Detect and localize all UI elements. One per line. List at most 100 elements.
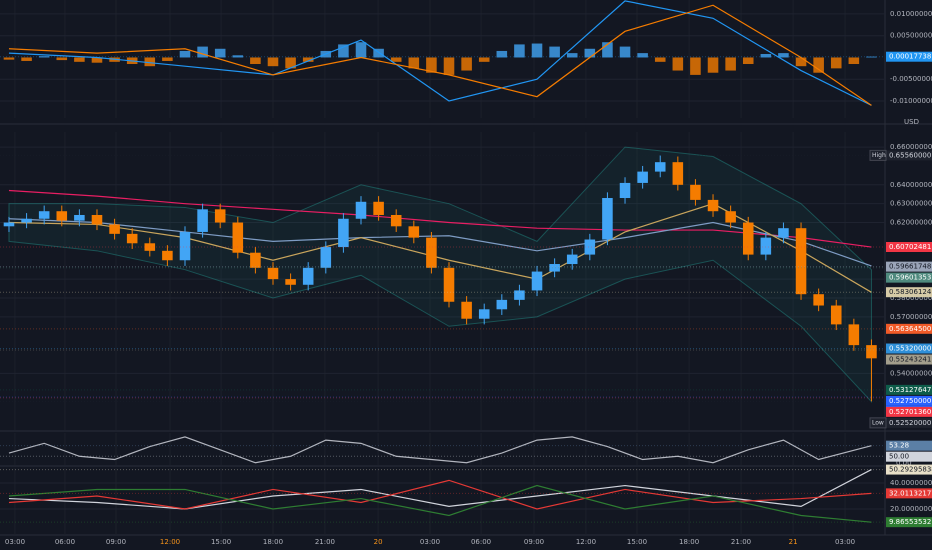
x-tick-label: 09:00 [106, 538, 126, 546]
histogram-bar [250, 57, 261, 65]
level-label: 0.00017738 [889, 53, 931, 61]
candle-body [813, 294, 824, 306]
histogram-bar [531, 43, 543, 58]
level-label: 0.52520000 [889, 419, 931, 427]
indicator-line [8, 4, 872, 106]
candle-body [214, 209, 226, 223]
level-label: 0.59601353 [889, 274, 931, 282]
y-tick-label: 0.00500000 [890, 32, 932, 40]
candle-body [162, 250, 173, 261]
candle-body [179, 231, 191, 261]
histogram-bar [285, 57, 296, 69]
candle-body [531, 271, 543, 291]
candle-body [549, 264, 560, 272]
indicator-line [8, 0, 872, 106]
level-label: 53.28 [889, 442, 909, 450]
y-tick-label: -0.00500000 [890, 75, 932, 83]
candle-body [742, 222, 754, 255]
histogram-bar [602, 42, 613, 58]
histogram-bar [443, 57, 455, 75]
histogram-bar [426, 57, 437, 73]
level-box [886, 51, 932, 62]
candle-body [795, 228, 807, 295]
level-box [886, 395, 932, 406]
level-box [886, 440, 932, 451]
histogram-bar [496, 50, 508, 58]
x-tick-label: 21 [789, 538, 798, 546]
histogram-bar [162, 57, 173, 61]
histogram-bar [848, 57, 860, 65]
candle-body [654, 162, 666, 172]
candle-body [21, 218, 32, 223]
histogram-bar [690, 57, 701, 75]
histogram-bar [778, 53, 789, 58]
histogram-bar [91, 57, 103, 63]
histogram-bar [514, 44, 525, 58]
candle-body [320, 247, 332, 268]
candle-body [478, 309, 490, 319]
candle-body [109, 224, 120, 234]
level-tag: High [872, 152, 886, 159]
x-tick-label: 06:00 [55, 538, 75, 546]
histogram-bar [338, 44, 349, 58]
histogram-bar [302, 57, 314, 62]
level-tag: Low [872, 419, 884, 426]
histogram-bar [584, 48, 596, 58]
candle-body [373, 201, 384, 215]
histogram-bar [566, 53, 578, 58]
candle-body [514, 290, 525, 300]
level-label: 32.01132177 [889, 489, 932, 497]
x-tick-label: 21:00 [315, 538, 335, 546]
candle-body [232, 222, 244, 253]
candle-body [3, 222, 15, 227]
candle-body [91, 214, 103, 225]
histogram-bar [654, 57, 666, 62]
histogram-bar [38, 56, 50, 58]
candle-body [38, 211, 50, 219]
histogram-bar [760, 53, 772, 58]
level-box [886, 488, 932, 499]
candle-body [338, 218, 349, 248]
y-tick-label: 20.00000000 [890, 505, 932, 513]
indicator-line [8, 469, 872, 510]
candle-body [566, 254, 578, 265]
candle-body [760, 237, 772, 255]
histogram-bar [795, 57, 807, 67]
histogram-bar [813, 57, 824, 73]
histogram-bar [3, 57, 15, 60]
candle-body [461, 301, 472, 319]
histogram-bar [725, 57, 736, 71]
level-box [886, 343, 932, 354]
indicator-line [8, 479, 872, 510]
histogram-bar [232, 55, 244, 58]
histogram-bar [197, 46, 208, 58]
x-tick-label: 03:00 [420, 538, 440, 546]
y-tick-label: 0.64000000 [890, 181, 932, 189]
level-label: 0.58306124 [889, 288, 932, 296]
x-tick-label: 15:00 [627, 538, 647, 546]
histogram-bar [74, 57, 85, 62]
level-label: 0.55243241 [889, 356, 931, 364]
level-label: 0.65560000 [889, 151, 931, 159]
level-tag-box [869, 417, 887, 429]
level-box [886, 406, 932, 417]
y-tick-label: -0.01000000 [890, 97, 932, 105]
indicator-line [8, 189, 872, 248]
candle-body [267, 267, 279, 280]
currency-label: USD [904, 118, 919, 126]
level-box [886, 272, 932, 283]
candle-body [848, 324, 860, 346]
level-label: 50.00 [889, 453, 909, 461]
level-label: 0.60702481 [889, 243, 931, 251]
y-tick-label: 0.66000000 [890, 143, 932, 151]
candle-body [672, 162, 684, 185]
candle-body [197, 209, 208, 232]
candle-body [584, 239, 596, 255]
histogram-bar [549, 46, 560, 58]
x-tick-label: 06:00 [471, 538, 491, 546]
level-box [886, 517, 932, 528]
histogram-bar [707, 57, 719, 73]
level-label: 0.59661748 [889, 263, 931, 271]
